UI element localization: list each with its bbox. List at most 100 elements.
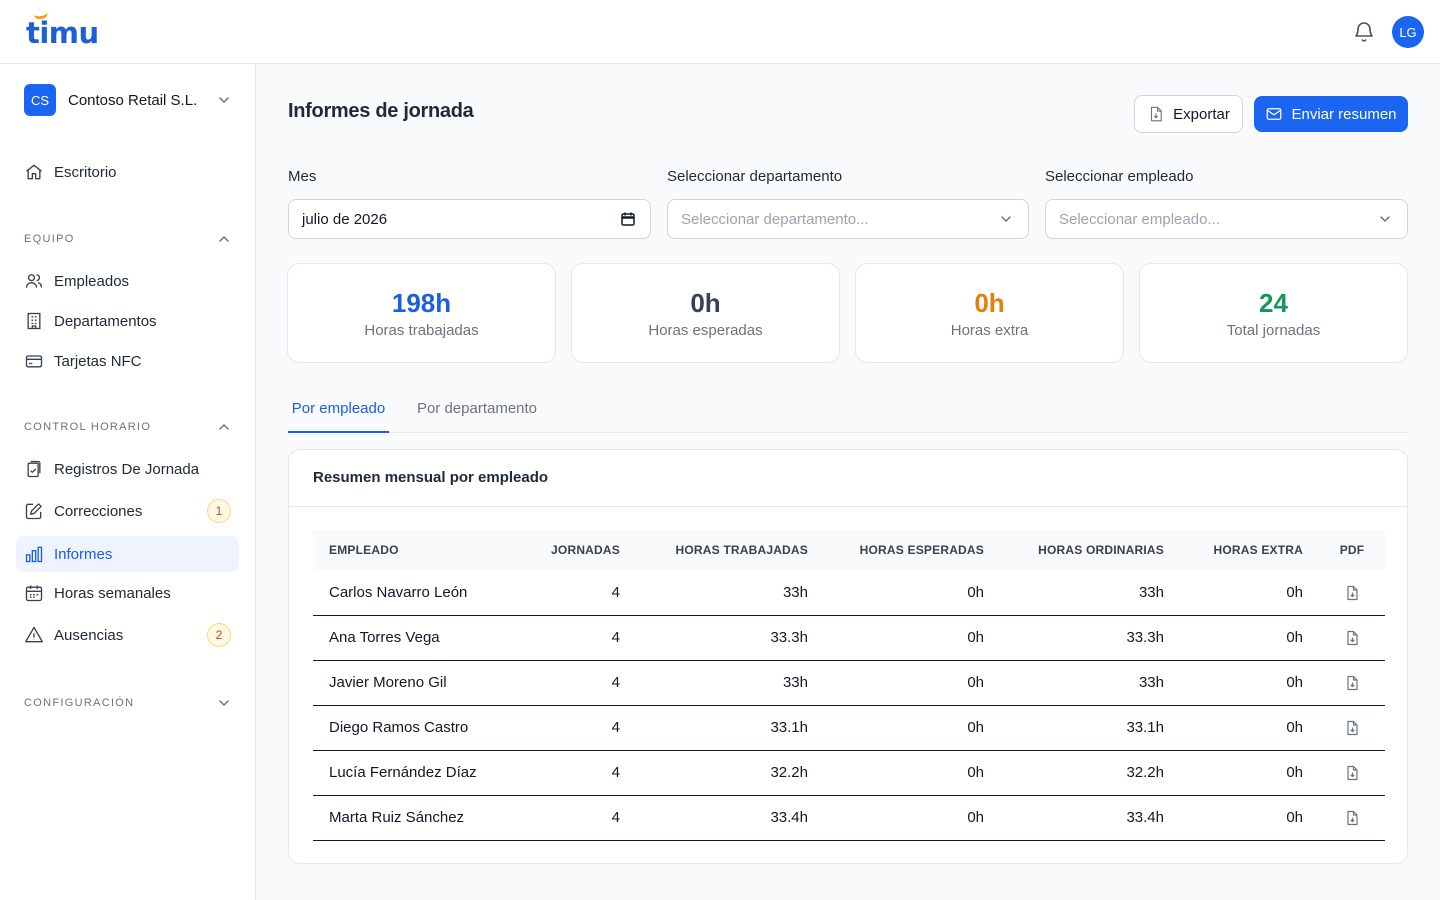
sidebar-item-label: Registros De Jornada: [54, 460, 200, 478]
pdf-download-icon[interactable]: [1344, 765, 1360, 781]
pdf-cell: [1319, 615, 1385, 660]
user-avatar[interactable]: LG: [1392, 16, 1424, 48]
top-bar: timu LG: [0, 0, 1440, 64]
table-cell: 33h: [1138, 674, 1164, 691]
pdf-download-icon[interactable]: [1344, 720, 1360, 736]
employee-name-cell: Diego Ramos Castro: [329, 719, 469, 736]
employee-name-cell: Javier Moreno Gil: [329, 674, 447, 691]
table-cell: 0h: [1286, 629, 1303, 646]
mail-icon: [1267, 108, 1282, 120]
calendar-icon: [25, 585, 43, 602]
tab-por-empleado[interactable]: Por empleado: [288, 396, 389, 433]
pdf-download-icon[interactable]: [1344, 585, 1360, 601]
app-logo-text: timu: [26, 16, 99, 50]
summary-card: Resumen mensual por empleado EMPLEADO JO…: [288, 449, 1408, 864]
sidebar-item-ausencias[interactable]: Ausencias 2: [16, 617, 239, 653]
table-row: Lucía Fernández Díaz 4 32.2h 0h 32.2h 0h: [313, 750, 1385, 795]
sidebar-item-label: Ausencias: [54, 626, 124, 644]
org-name: Contoso Retail S.L.: [68, 91, 198, 109]
pdf-download-icon[interactable]: [1344, 810, 1360, 826]
pdf-cell: [1319, 750, 1385, 795]
table-header-row: EMPLEADO JORNADAS HORAS TRABAJADAS HORAS…: [313, 530, 1385, 570]
section-label: CONFIGURACIÓN: [24, 697, 135, 709]
stat-value: 24: [1259, 288, 1288, 318]
table-cell: 0h: [1286, 719, 1303, 736]
sidebar-item-label: Horas semanales: [54, 584, 171, 602]
employee-name-cell: Carlos Navarro León: [329, 583, 468, 601]
chevron-up-icon: [219, 235, 229, 242]
count-badge: 1: [207, 499, 231, 523]
section-configuracion[interactable]: CONFIGURACIÓN: [24, 693, 232, 713]
stat-label: Horas extra: [950, 322, 1029, 339]
chevron-down-icon: [1380, 216, 1390, 223]
sidebar-item-empleados[interactable]: Empleados: [16, 263, 239, 299]
calendar-icon[interactable]: [620, 211, 636, 227]
table-cell: 4: [611, 764, 620, 781]
section-equipo[interactable]: EQUIPO: [24, 229, 232, 249]
table-row: Ana Torres Vega 4 33.3h 0h 33.3h 0h: [313, 615, 1385, 660]
page-title: Informes de jornada: [288, 100, 474, 122]
table-cell: 4: [611, 809, 620, 826]
table-cell: 32.2h: [770, 764, 808, 781]
column-header: EMPLEADO: [329, 543, 399, 557]
employee-select[interactable]: Seleccionar empleado...: [1045, 199, 1408, 239]
department-label: Seleccionar departamento: [667, 168, 843, 185]
sidebar-item-correcciones[interactable]: Correcciones 1: [16, 493, 239, 529]
summary-table: EMPLEADO JORNADAS HORAS TRABAJADAS HORAS…: [313, 530, 1385, 841]
warning-icon: [25, 626, 43, 643]
pdf-cell: [1319, 660, 1385, 705]
sidebar-item-horas-semanales[interactable]: Horas semanales: [16, 575, 239, 611]
table-cell: 4: [611, 719, 620, 736]
app-logo[interactable]: timu: [26, 12, 100, 50]
stat-label: Horas esperadas: [648, 322, 763, 339]
sidebar-item-registros[interactable]: Registros De Jornada: [16, 451, 239, 487]
month-value: julio de 2026: [302, 210, 388, 228]
column-header: HORAS ORDINARIAS: [1038, 543, 1164, 557]
sidebar-item-informes[interactable]: Informes: [16, 536, 239, 572]
table-row: Javier Moreno Gil 4 33h 0h 33h 0h: [313, 660, 1385, 705]
sidebar-item-escritorio[interactable]: Escritorio: [16, 154, 239, 190]
pdf-cell: [1319, 795, 1385, 840]
pdf-download-icon[interactable]: [1344, 675, 1360, 691]
building-icon: [27, 312, 41, 330]
export-button[interactable]: Exportar: [1134, 95, 1243, 133]
section-label: EQUIPO: [24, 233, 75, 245]
file-download-icon: [1151, 106, 1162, 122]
employee-placeholder: Seleccionar empleado...: [1059, 210, 1220, 228]
table-cell: 0h: [967, 583, 984, 601]
section-control-horario[interactable]: CONTROL HORARIO: [24, 417, 232, 437]
table-cell: 0h: [1286, 674, 1303, 691]
org-switcher[interactable]: CS Contoso Retail S.L.: [24, 84, 232, 116]
month-input[interactable]: julio de 2026: [288, 199, 651, 239]
table-cell: 4: [611, 583, 620, 601]
table-cell: 0h: [967, 719, 984, 736]
report-tabs: Por empleado Por departamento: [288, 396, 1408, 433]
card-header: Resumen mensual por empleado: [289, 450, 1407, 507]
sidebar-item-label: Escritorio: [54, 163, 117, 181]
table-cell: 32.2h: [1126, 764, 1164, 781]
department-select[interactable]: Seleccionar departamento...: [667, 199, 1029, 239]
employee-name-cell: Lucía Fernández Díaz: [329, 764, 477, 781]
table-cell: 0h: [967, 764, 984, 781]
table-cell: 4: [611, 629, 620, 646]
sidebar-item-departamentos[interactable]: Departamentos: [16, 303, 239, 339]
tab-por-departamento[interactable]: Por departamento: [416, 400, 538, 417]
bell-icon[interactable]: [1352, 20, 1376, 44]
stat-value: 0h: [974, 288, 1005, 318]
sidebar-item-tarjetas-nfc[interactable]: Tarjetas NFC: [16, 343, 239, 379]
table-cell: 0h: [1286, 809, 1303, 826]
chevron-down-icon: [219, 97, 229, 103]
table-row: Diego Ramos Castro 4 33.1h 0h 33.1h 0h: [313, 705, 1385, 750]
users-icon: [25, 274, 43, 288]
pdf-download-icon[interactable]: [1344, 630, 1360, 646]
pdf-cell: [1319, 570, 1385, 615]
sidebar-item-label: Correcciones: [54, 502, 143, 520]
table-cell: 33.3h: [1126, 629, 1164, 646]
section-label: CONTROL HORARIO: [24, 421, 152, 433]
table-row: Marta Ruiz Sánchez 4 33.4h 0h 33.4h 0h: [313, 795, 1385, 840]
count-badge: 2: [207, 623, 231, 647]
column-header: HORAS TRABAJADAS: [675, 543, 808, 557]
send-summary-button[interactable]: Enviar resumen: [1254, 96, 1408, 132]
home-icon: [26, 164, 42, 180]
column-header: HORAS EXTRA: [1213, 543, 1303, 557]
